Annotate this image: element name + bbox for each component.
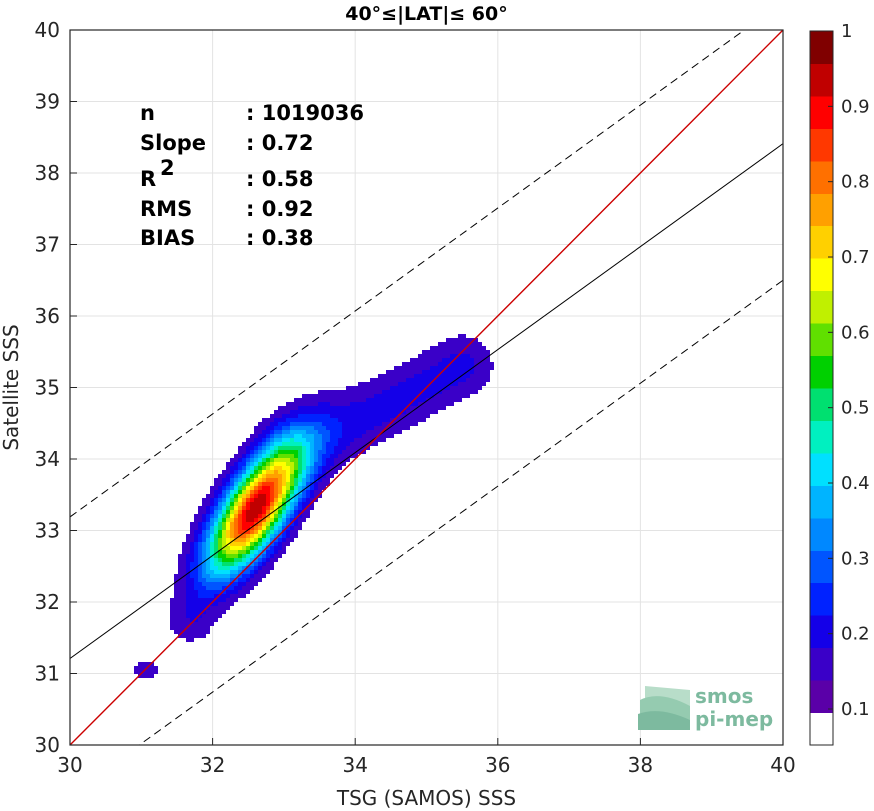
- colorbar-segment: [810, 420, 833, 454]
- stat-label: Slope: [140, 131, 206, 155]
- colorbar-segment: [810, 680, 833, 714]
- density-level-1: [134, 334, 494, 678]
- colorbar-segment: [810, 323, 833, 357]
- colorbar-tick-label: 0.5: [841, 398, 870, 419]
- reference-lines: [70, 30, 783, 745]
- stat-value: : 1019036: [246, 101, 364, 125]
- colorbar-segment: [810, 258, 833, 292]
- stat-label: n: [140, 101, 155, 125]
- stat-value: : 0.72: [246, 131, 314, 155]
- colorbar-segment: [810, 95, 833, 129]
- y-tick-label: 35: [35, 376, 60, 400]
- colorbar-tick-label: 0.3: [841, 548, 870, 569]
- x-tick-label: 40: [770, 753, 795, 777]
- y-tick-label: 36: [35, 304, 60, 328]
- colorbar-segment: [810, 63, 833, 97]
- colorbar-segment: [810, 452, 833, 486]
- y-axis-label: Satellite SSS: [0, 324, 23, 450]
- colorbar-tick-label: 1: [841, 21, 852, 42]
- regression-fit-line: [70, 143, 783, 659]
- colorbar: 0.1 0.2 0.3 0.4 0.5 0.6 0.7 0.8 0.9 1: [809, 21, 870, 746]
- y-tick-label: 39: [35, 90, 60, 114]
- stat-label: BIAS: [140, 226, 195, 250]
- identity-line: [70, 30, 783, 745]
- logo-text-line1: smos: [695, 684, 753, 708]
- density-level-3: [190, 414, 342, 598]
- colorbar-segment: [810, 355, 833, 389]
- colorbar-segment: [810, 160, 833, 194]
- colorbar-frame: [809, 30, 834, 746]
- colorbar-tick-label: 0.4: [841, 473, 870, 494]
- colorbar-tick-label: 0.1: [841, 699, 870, 720]
- colorbar-segment: [810, 582, 833, 616]
- logo-text-line2: pi-mep: [695, 707, 773, 731]
- colorbar-tick-label: 0.6: [841, 322, 870, 343]
- colorbar-segment: [810, 517, 833, 551]
- y-tick-label: 30: [35, 733, 60, 757]
- density-level-19: [246, 494, 266, 522]
- y-tick-label: 32: [35, 590, 60, 614]
- stat-value: : 0.38: [246, 226, 314, 250]
- x-axis-label: TSG (SAMOS) SSS: [336, 786, 516, 810]
- y-tick-label: 38: [35, 161, 60, 185]
- colorbar-segment: [810, 550, 833, 584]
- colorbar-segment: [810, 128, 833, 162]
- colorbar-segment: [810, 712, 833, 746]
- stat-label: R: [140, 167, 156, 191]
- colorbar-tick-label: 0.2: [841, 624, 870, 645]
- density-level-8: [210, 438, 306, 570]
- x-tick-label: 36: [485, 753, 510, 777]
- density-contours: [134, 334, 494, 678]
- density-level-18: [242, 486, 270, 530]
- x-tick-label: 30: [57, 753, 82, 777]
- colorbar-tick-label: 0.9: [841, 96, 870, 117]
- x-tick-label: 32: [200, 753, 225, 777]
- plot-area: [69, 29, 784, 746]
- statistics-box: n : 1019036 Slope : 0.72 R 2 : 0.58 RMS : 0.92 BI…: [140, 101, 364, 250]
- colorbar-segment: [810, 31, 833, 64]
- axis-ticks: 30 32 34 36 38 40 30 31 32 33 34 35 36 37 38 39 40: [35, 18, 796, 777]
- stat-value: : 0.58: [246, 167, 314, 191]
- colorbar-tick-label: 0.7: [841, 247, 870, 268]
- colorbar-segment: [810, 290, 833, 324]
- stat-label-superscript: 2: [160, 156, 175, 180]
- colorbar-segment: [810, 485, 833, 519]
- stat-value: : 0.92: [246, 197, 314, 221]
- offset-bound-line-1: [138, 279, 783, 745]
- y-tick-label: 40: [35, 18, 60, 42]
- x-tick-label: 34: [342, 753, 367, 777]
- density-level-6: [206, 430, 314, 578]
- y-tick-label: 37: [35, 233, 60, 257]
- colorbar-segment: [810, 615, 833, 649]
- chart-title: 40°≤|LAT|≤ 60°: [345, 3, 508, 25]
- offset-bound-line-0: [70, 30, 746, 518]
- colorbar-segment: [810, 193, 833, 227]
- logo-icon: [638, 686, 690, 730]
- colorbar-segment: [810, 388, 833, 421]
- colorbar-segment: [810, 225, 833, 259]
- stat-label: RMS: [140, 197, 192, 221]
- density-level-4: [198, 422, 330, 590]
- x-tick-label: 38: [628, 753, 653, 777]
- density-level-2: [186, 354, 474, 622]
- y-tick-label: 34: [35, 447, 60, 471]
- colorbar-tick-label: 0.8: [841, 172, 870, 193]
- colorbar-segment: [810, 647, 833, 681]
- y-tick-label: 33: [35, 519, 60, 543]
- y-tick-label: 31: [35, 662, 60, 686]
